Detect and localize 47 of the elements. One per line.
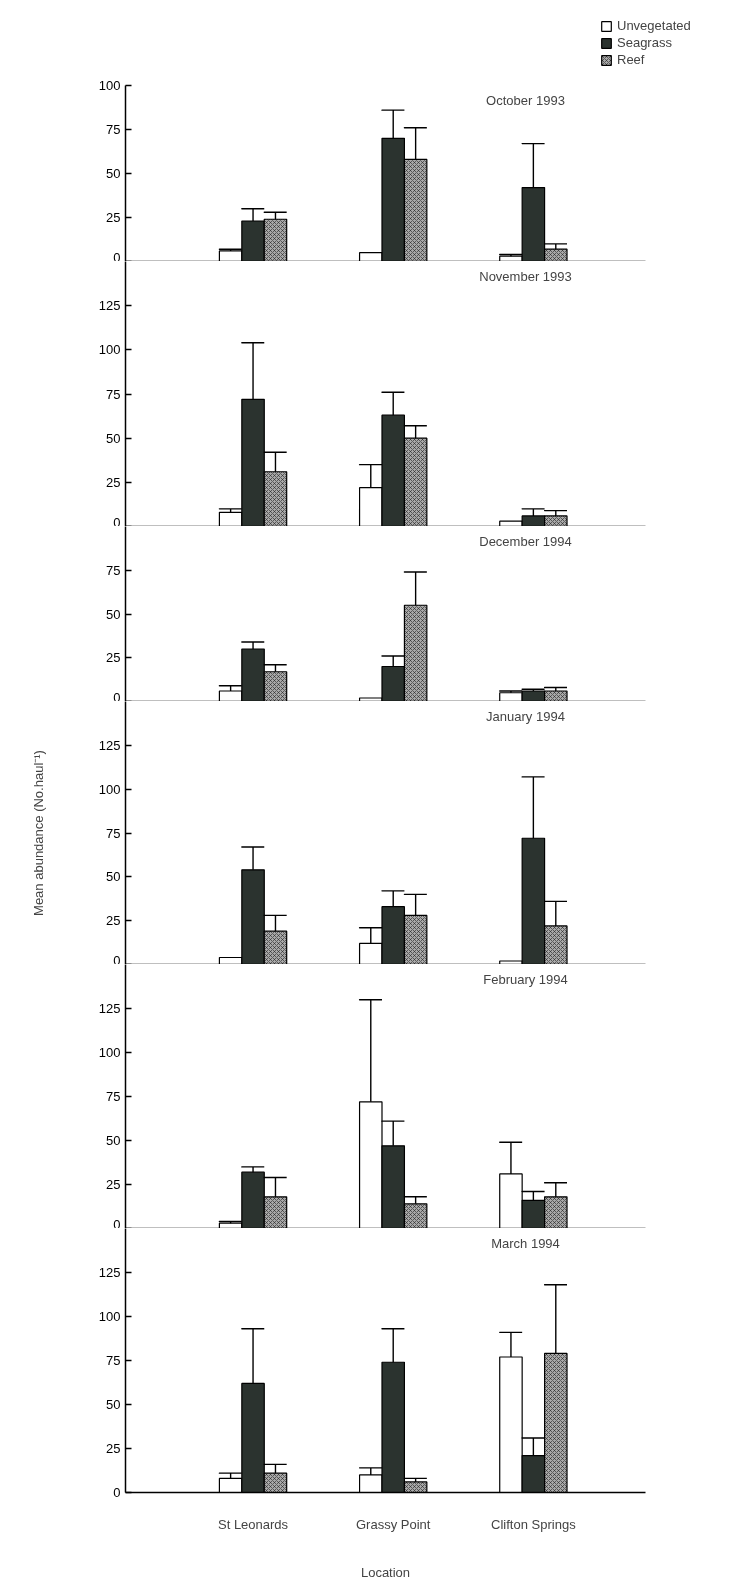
- y-tick-label: 75: [106, 122, 121, 137]
- text: February 1994: [483, 971, 568, 987]
- y-tick-label: 75: [106, 386, 121, 402]
- y-tick-label: 50: [106, 430, 121, 446]
- y-tick-label: 100: [98, 1309, 121, 1324]
- y-tick-label: 75: [106, 1089, 121, 1104]
- legend-label: Unvegetated: [617, 18, 691, 33]
- y-tick-label: 50: [106, 869, 121, 885]
- y-tick-label: 25: [106, 474, 121, 490]
- y-tick-label: 0: [113, 1485, 121, 1500]
- y-axis-title: Mean abundance (No.haul⁻¹): [30, 750, 46, 916]
- y-tick-label: 0: [113, 952, 121, 968]
- x-tick-label: Clifton Springs: [491, 1516, 577, 1532]
- text: March 1994: [491, 1235, 560, 1251]
- y-tick-label: 125: [98, 1265, 121, 1280]
- y-tick-label: 75: [106, 562, 121, 578]
- y-tick-label: 50: [106, 166, 121, 181]
- legend-label: Seagrass: [617, 35, 672, 50]
- y-tick-label: 0: [113, 689, 121, 705]
- y-tick-label: 50: [106, 606, 121, 622]
- y-tick-label: 125: [98, 1001, 121, 1016]
- y-tick-label: 50: [106, 1397, 121, 1412]
- y-tick-label: 100: [98, 781, 121, 797]
- text: November 1993: [479, 268, 572, 284]
- y-tick-label: 25: [106, 1441, 121, 1456]
- y-tick-label: 0: [113, 514, 121, 530]
- text: December 1994: [479, 533, 572, 549]
- x-tick-label: Grassy Point: [356, 1516, 431, 1532]
- text: January 1994: [486, 708, 565, 724]
- y-tick-label: 50: [106, 1133, 121, 1148]
- legend-label: Reef: [617, 52, 645, 67]
- y-tick-label: 25: [106, 1177, 121, 1192]
- y-tick-label: 75: [106, 1353, 121, 1368]
- x-tick-label: St Leonards: [218, 1516, 289, 1532]
- y-tick-label: 25: [106, 210, 121, 225]
- y-tick-label: 100: [98, 1045, 121, 1060]
- y-tick-label: 25: [106, 650, 121, 666]
- y-tick-label: 0: [113, 1216, 121, 1232]
- y-tick-label: 100: [98, 78, 121, 93]
- y-tick-label: 100: [98, 342, 121, 358]
- y-tick-label: 75: [106, 825, 121, 841]
- text: October 1993: [486, 92, 565, 108]
- y-tick-label: 0: [113, 249, 121, 265]
- y-tick-label: 25: [106, 913, 121, 929]
- y-tick-label: 125: [98, 737, 121, 753]
- y-tick-label: 125: [98, 298, 121, 314]
- x-axis-title: Location: [360, 1564, 411, 1580]
